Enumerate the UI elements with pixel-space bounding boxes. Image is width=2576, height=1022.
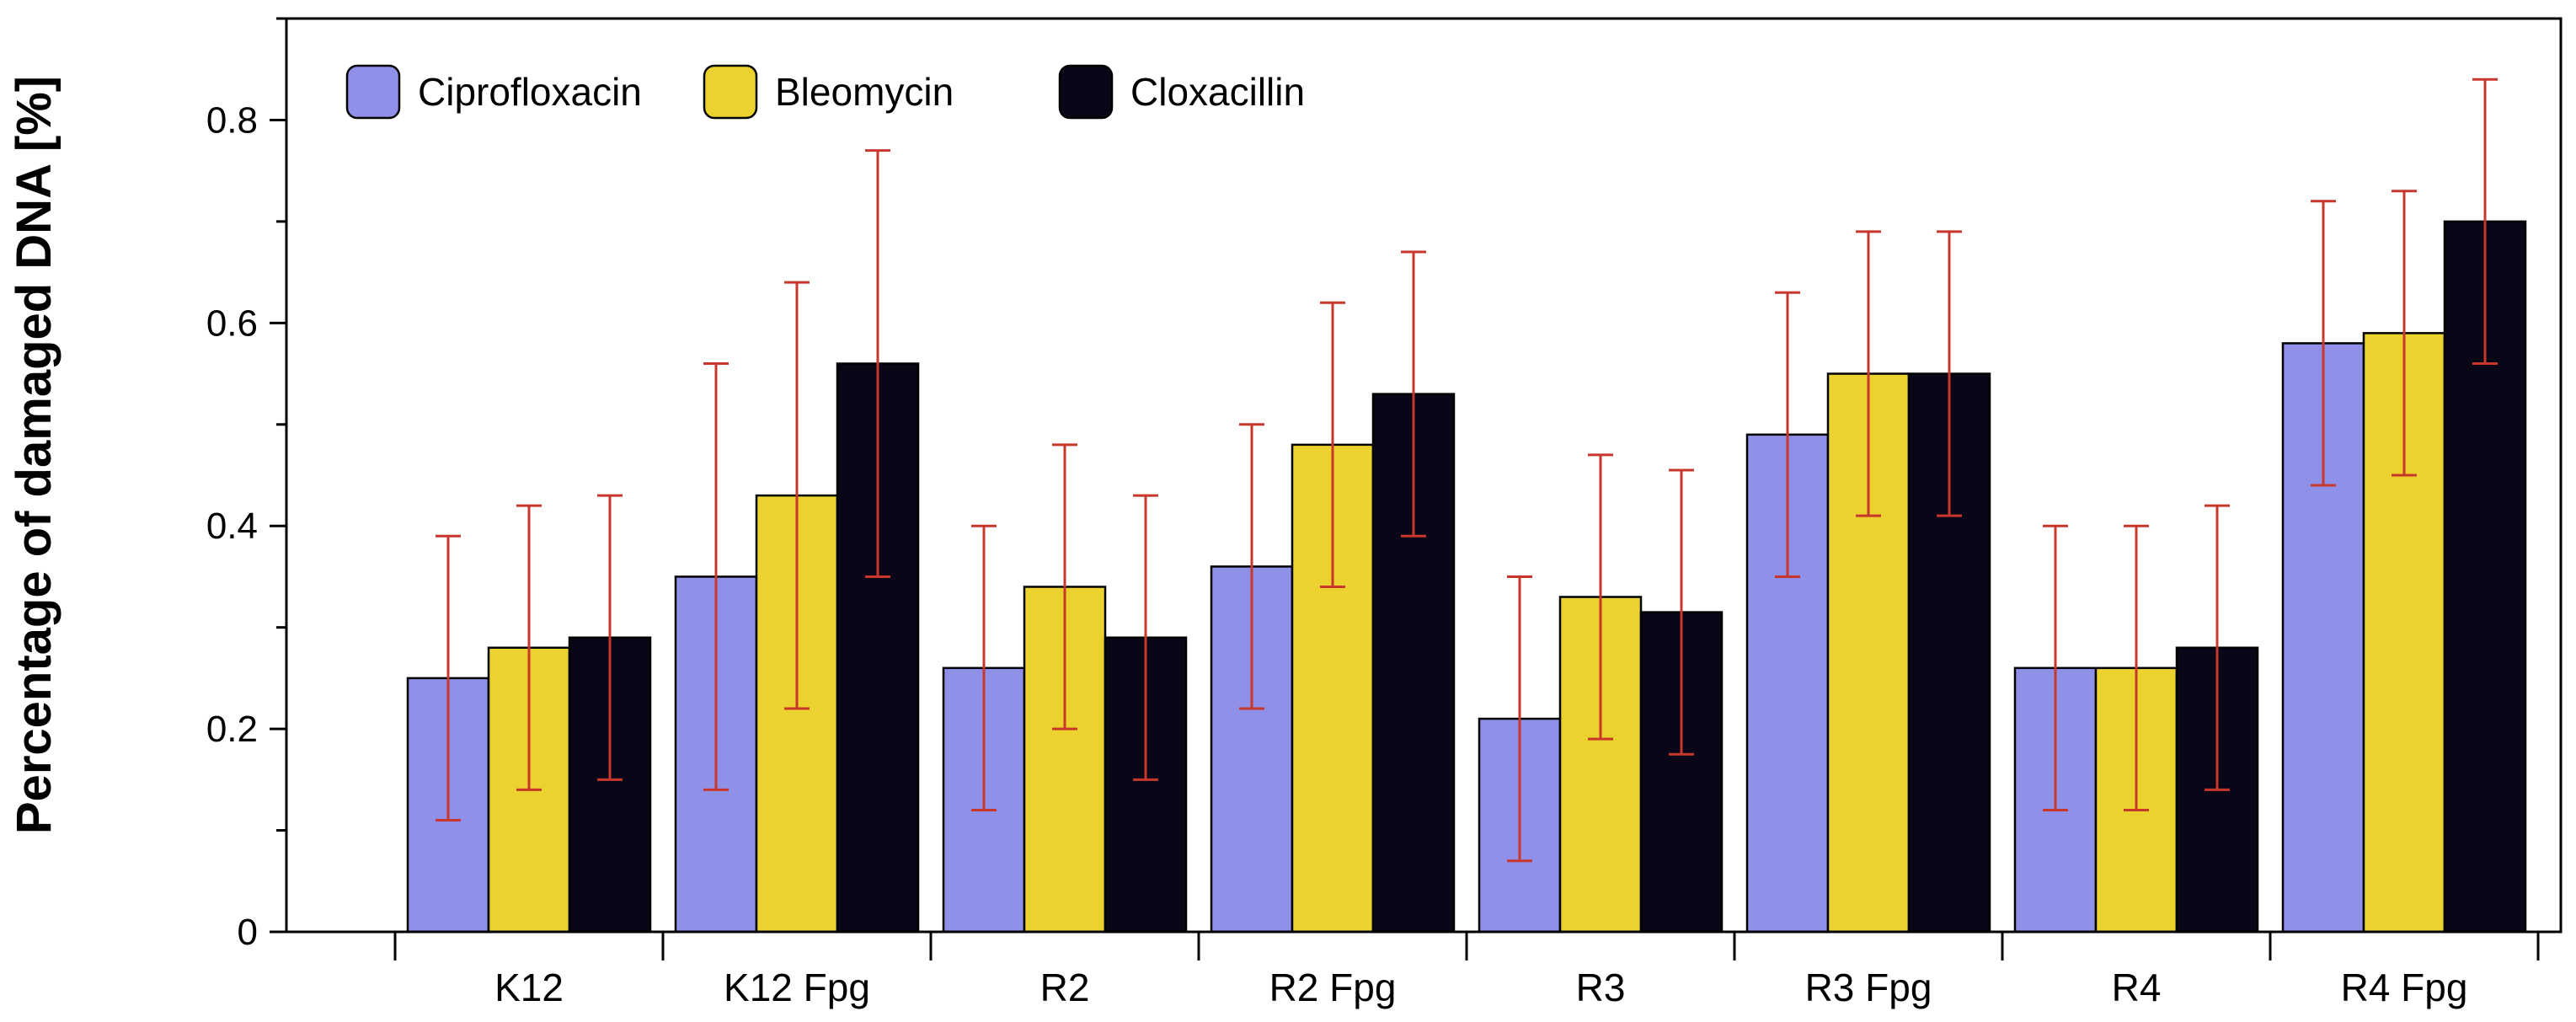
legend-swatch — [1058, 64, 1114, 120]
error-bar-ciprofloxacin-r4 — [2043, 524, 2068, 811]
legend: Ciprofloxacin Bleomycin Cloxacillin — [345, 64, 1305, 120]
error-bar-bleomycin-k12-fpg — [784, 281, 810, 710]
error-bar-bleomycin-r3-fpg — [1856, 230, 1881, 517]
y-tick-label: 0.6 — [206, 302, 258, 344]
error-bar-bleomycin-r4 — [2124, 524, 2149, 811]
x-category-label: K12 — [494, 966, 564, 1009]
legend-label: Cloxacillin — [1130, 70, 1305, 114]
error-bar-bleomycin-r4-fpg — [2392, 190, 2417, 477]
error-bar-bleomycin-k12 — [516, 504, 542, 791]
axes-layer: 0 0.2 0.4 0.6 0.8 K12 K12 Fpg R2 R2 Fpg R3 R3 Fpg R… — [206, 17, 2563, 1009]
x-category-label: R2 Fpg — [1269, 966, 1397, 1009]
error-bars-layer — [436, 78, 2498, 863]
error-bar-cloxacillin-k12-fpg — [865, 149, 890, 578]
error-bar-ciprofloxacin-r4-fpg — [2311, 200, 2336, 487]
error-bar-ciprofloxacin-k12-fpg — [703, 362, 729, 791]
error-bar-ciprofloxacin-r2 — [971, 524, 997, 811]
error-bar-cloxacillin-r3-fpg — [1937, 230, 1962, 517]
error-bar-ciprofloxacin-r3-fpg — [1775, 291, 1800, 578]
error-bar-cloxacillin-r2 — [1133, 494, 1158, 781]
error-bar-cloxacillin-r2-fpg — [1401, 250, 1426, 538]
error-bar-bleomycin-r2-fpg — [1320, 301, 1345, 588]
x-category-label: R3 — [1576, 966, 1626, 1009]
legend-swatch — [345, 64, 401, 120]
error-bar-cloxacillin-k12 — [597, 494, 623, 781]
x-category-label: R4 — [2112, 966, 2162, 1009]
y-axis-label: Percentage of damaged DNA [%] — [7, 76, 61, 834]
error-bar-ciprofloxacin-r3 — [1507, 575, 1532, 863]
error-bar-bleomycin-r2 — [1052, 443, 1077, 730]
x-category-label: R4 Fpg — [2341, 966, 2468, 1009]
x-category-label: R2 — [1040, 966, 1090, 1009]
x-category-label: K12 Fpg — [724, 966, 870, 1009]
legend-swatch — [703, 64, 758, 120]
legend-item-cloxacillin: Cloxacillin — [1058, 64, 1305, 120]
legend-label: Ciprofloxacin — [418, 70, 642, 114]
error-bar-ciprofloxacin-k12 — [436, 534, 461, 822]
legend-item-ciprofloxacin: Ciprofloxacin — [345, 64, 642, 120]
y-tick-label: 0 — [238, 912, 258, 953]
error-bar-cloxacillin-r4-fpg — [2472, 78, 2498, 366]
y-tick-label: 0.2 — [206, 709, 258, 750]
x-category-label: R3 Fpg — [1805, 966, 1932, 1009]
legend-item-bleomycin: Bleomycin — [703, 64, 954, 120]
legend-label: Bleomycin — [775, 70, 954, 114]
error-bar-ciprofloxacin-r2-fpg — [1239, 423, 1264, 710]
error-bar-cloxacillin-r4 — [2205, 504, 2230, 791]
error-bar-cloxacillin-r3 — [1669, 468, 1694, 756]
error-bar-bleomycin-r3 — [1588, 453, 1613, 741]
plot-frame — [285, 17, 2563, 934]
y-tick-label: 0.4 — [206, 506, 258, 547]
y-tick-label: 0.8 — [206, 99, 258, 141]
